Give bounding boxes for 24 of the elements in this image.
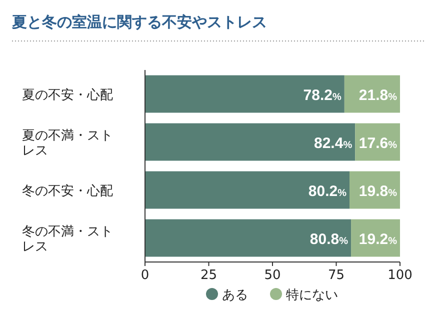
x-tick-label: 75	[328, 268, 345, 283]
data-label: 19.8%	[358, 183, 398, 200]
bar	[145, 123, 356, 161]
y-tick-label: 夏の不満・ストレス	[22, 128, 113, 158]
bar	[145, 75, 344, 113]
data-label: 82.4%	[314, 135, 352, 152]
bar	[145, 219, 352, 257]
legend-label: 特にない	[286, 288, 338, 303]
x-tick-label: 50	[264, 268, 281, 283]
bar	[145, 171, 350, 209]
x-tick-label: 0	[140, 268, 150, 283]
chart-title: 夏と冬の室温に関する不安やストレス	[11, 13, 267, 31]
y-tick-label: 冬の不満・ストレス	[22, 224, 113, 254]
data-label: 17.6%	[358, 135, 398, 152]
y-tick-label: 冬の不安・心配	[22, 183, 113, 199]
data-label: 19.2%	[358, 231, 398, 248]
data-label: 80.8%	[310, 231, 348, 248]
data-label: 80.2%	[308, 183, 347, 200]
data-label: 78.2%	[303, 87, 342, 104]
x-tick-label: 25	[200, 268, 218, 283]
x-tick-label: 100	[388, 268, 412, 283]
y-tick-label: 夏の不安・心配	[22, 87, 113, 103]
data-label: 21.8%	[358, 87, 398, 104]
legend-label: ある	[222, 288, 248, 303]
